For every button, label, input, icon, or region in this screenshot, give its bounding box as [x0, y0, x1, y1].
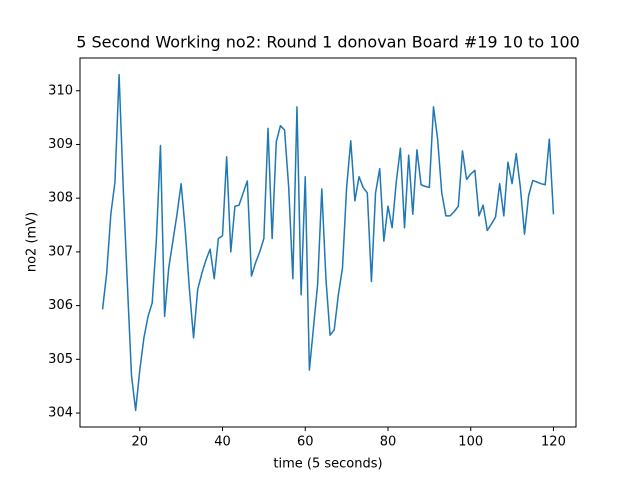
y-tick-label: 309 [48, 137, 73, 152]
y-tick-label: 306 [48, 298, 73, 313]
plot-frame [79, 57, 577, 428]
x-tick-label: 100 [458, 435, 483, 450]
y-tick-label: 305 [48, 352, 73, 367]
y-tick-label: 307 [48, 244, 73, 259]
y-tick-label: 304 [48, 406, 73, 421]
y-tick-label: 308 [48, 191, 73, 206]
x-tick-label: 40 [214, 435, 231, 450]
x-tick-label: 120 [541, 435, 566, 450]
x-axis-label: time (5 seconds) [273, 457, 382, 472]
x-tick-label: 60 [297, 435, 314, 450]
y-axis-label: no2 (mV) [25, 212, 40, 272]
y-tick-label: 310 [48, 83, 73, 98]
x-tick-label: 80 [380, 435, 397, 450]
chart-title: 5 Second Working no2: Round 1 donovan Bo… [76, 33, 580, 52]
x-tick-label: 20 [132, 435, 149, 450]
data-line [101, 73, 555, 412]
